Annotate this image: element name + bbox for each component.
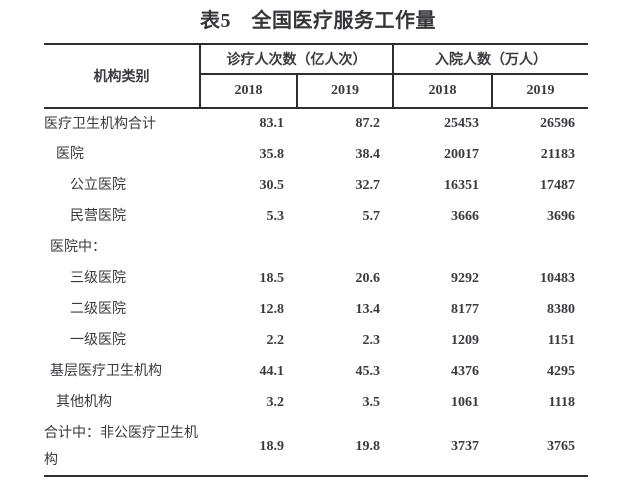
- value-cell: 1118: [548, 394, 575, 410]
- table-title: 表5 全国医疗服务工作量: [200, 10, 436, 32]
- row-label: 基层医疗卫生机构: [50, 364, 162, 379]
- table-row: 三级医院 18.5 20.6 9292 10483: [44, 263, 588, 294]
- value-cell: 18.9: [259, 438, 285, 454]
- value-cell: 30.5: [259, 177, 285, 193]
- value-cell: [492, 232, 588, 263]
- value-cell: 87.2: [355, 116, 381, 131]
- value-cell: 5.7: [362, 208, 381, 224]
- column-header-admissions-2018: 2018: [392, 74, 492, 109]
- row-label: 公立医院: [70, 178, 126, 193]
- table-row: 民营医院 5.3 5.7 3666 3696: [44, 201, 588, 232]
- value-cell: 3.5: [362, 394, 381, 410]
- column-header-admissions-2019: 2019: [491, 74, 588, 109]
- value-cell: 83.1: [259, 116, 285, 131]
- value-cell: 18.5: [259, 270, 285, 286]
- table-row: 医疗卫生机构合计 83.1 87.2 25453 26596: [44, 108, 588, 139]
- value-cell: 4295: [547, 363, 575, 379]
- column-header-visits-2019: 2019: [296, 74, 393, 109]
- table-row: 医院中：: [44, 232, 588, 263]
- table-row: 合计中：非公医疗卫生机构 18.9 19.8 3737 3765: [44, 418, 588, 476]
- value-cell: [297, 232, 393, 263]
- table-row: 基层医疗卫生机构 44.1 45.3 4376 4295: [44, 356, 588, 387]
- value-cell: 25453: [444, 116, 479, 131]
- value-cell: 20.6: [355, 270, 381, 286]
- column-header-category: 机构类别: [44, 44, 201, 109]
- value-cell: 3765: [547, 438, 575, 454]
- column-group-visits: 诊疗人次数（亿人次）: [199, 44, 393, 75]
- row-label: 其他机构: [56, 395, 112, 410]
- value-cell: 10483: [540, 270, 575, 286]
- value-cell: 38.4: [355, 146, 381, 162]
- column-group-admissions: 入院人数（万人）: [392, 44, 588, 75]
- value-cell: 2.2: [266, 332, 285, 348]
- value-cell: 44.1: [259, 363, 285, 379]
- value-cell: 3.2: [266, 394, 285, 410]
- value-cell: 2.3: [362, 332, 381, 348]
- row-label: 二级医院: [70, 302, 126, 317]
- row-label: 医疗卫生机构合计: [44, 116, 156, 132]
- value-cell: [200, 232, 297, 263]
- value-cell: 21183: [540, 146, 575, 162]
- value-cell: 1209: [451, 332, 479, 348]
- value-cell: [393, 232, 492, 263]
- value-cell: 13.4: [355, 301, 381, 317]
- group-header-row: 机构类别 诊疗人次数（亿人次） 入院人数（万人）: [44, 44, 588, 109]
- year-header-row: 2018 2019 2018 2019: [44, 74, 588, 109]
- row-label: 一级医院: [70, 333, 126, 348]
- value-cell: 17487: [540, 177, 575, 193]
- value-cell: 5.3: [266, 208, 285, 224]
- row-label: 医院中：: [50, 240, 106, 255]
- column-header-visits-2018: 2018: [199, 74, 297, 109]
- row-label: 三级医院: [70, 271, 126, 286]
- value-cell: 1061: [451, 394, 479, 410]
- value-cell: 12.8: [259, 301, 285, 317]
- row-label: 民营医院: [70, 209, 126, 224]
- value-cell: 19.8: [355, 438, 381, 454]
- value-cell: 8380: [547, 301, 575, 317]
- value-cell: 35.8: [259, 146, 285, 162]
- value-cell: 16351: [444, 177, 479, 193]
- value-cell: 3696: [547, 208, 575, 224]
- row-label: 医院: [56, 147, 84, 162]
- value-cell: 32.7: [355, 177, 381, 193]
- value-cell: 3737: [451, 438, 479, 454]
- value-cell: 26596: [540, 116, 575, 131]
- table-row: 二级医院 12.8 13.4 8177 8380: [44, 294, 588, 325]
- table-header: 机构类别 诊疗人次数（亿人次） 入院人数（万人） 2018 2019 2018 …: [44, 44, 588, 109]
- table-row: 公立医院 30.5 32.7 16351 17487: [44, 170, 588, 201]
- value-cell: 9292: [451, 270, 479, 286]
- row-label: 合计中：非公医疗卫生机构: [44, 425, 198, 468]
- value-cell: 45.3: [355, 363, 381, 379]
- table-row: 一级医院 2.2 2.3 1209 1151: [44, 325, 588, 356]
- value-cell: 4376: [451, 363, 479, 379]
- value-cell: 1151: [547, 332, 575, 348]
- medical-service-workload-table: 机构类别 诊疗人次数（亿人次） 入院人数（万人） 2018 2019 2018 …: [44, 43, 588, 477]
- value-cell: 8177: [451, 301, 479, 317]
- table-row: 其他机构 3.2 3.5 1061 1118: [44, 387, 588, 418]
- table-row: 医院 35.8 38.4 20017 21183: [44, 139, 588, 170]
- value-cell: 3666: [451, 208, 479, 224]
- value-cell: 20017: [444, 146, 479, 162]
- table-body: 医疗卫生机构合计 83.1 87.2 25453 26596 医院 35.8 3…: [44, 108, 588, 476]
